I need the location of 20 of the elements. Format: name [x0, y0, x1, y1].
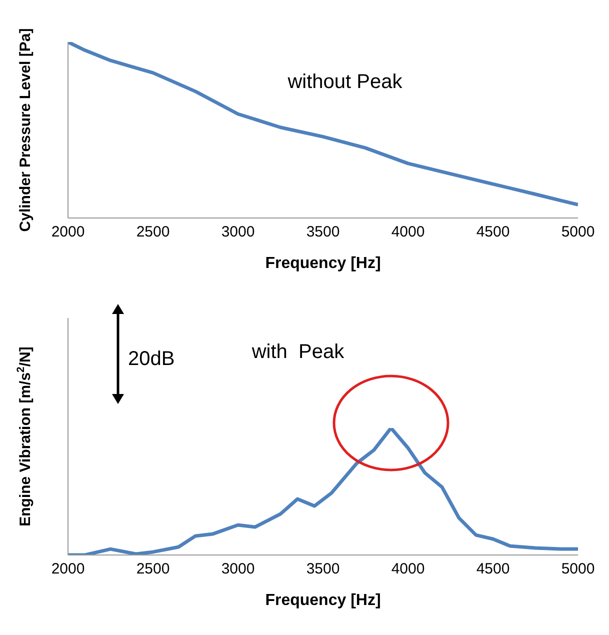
- text: 20dB: [128, 348, 175, 370]
- x-tick-label: 2000: [51, 560, 85, 578]
- x-tick-label: 3000: [221, 560, 255, 578]
- annotation: without Peak: [286, 71, 404, 93]
- x-tick-label: 3500: [306, 560, 340, 578]
- x-tick-label: 2500: [136, 560, 170, 578]
- x-tick-label: 2000: [51, 224, 85, 241]
- x-axis-title: Frequency [Hz]: [265, 255, 381, 272]
- x-tick-label: 4500: [476, 560, 510, 578]
- x-tick-label: 3000: [221, 224, 255, 241]
- y-axis-title: Cylinder Pressure Level [Pa]: [17, 28, 34, 232]
- x-axis-title: Frequency [Hz]: [265, 592, 381, 609]
- x-tick-label: 3500: [306, 224, 340, 241]
- x-tick-label: 4000: [391, 224, 425, 241]
- x-tick-label: 5000: [561, 224, 595, 241]
- x-tick-label: 5000: [561, 560, 595, 578]
- text: with Peak: [250, 341, 346, 363]
- x-tick-label: 2500: [136, 224, 170, 241]
- x-tick-label: 4000: [391, 560, 425, 578]
- x-tick-label: 4500: [476, 224, 510, 241]
